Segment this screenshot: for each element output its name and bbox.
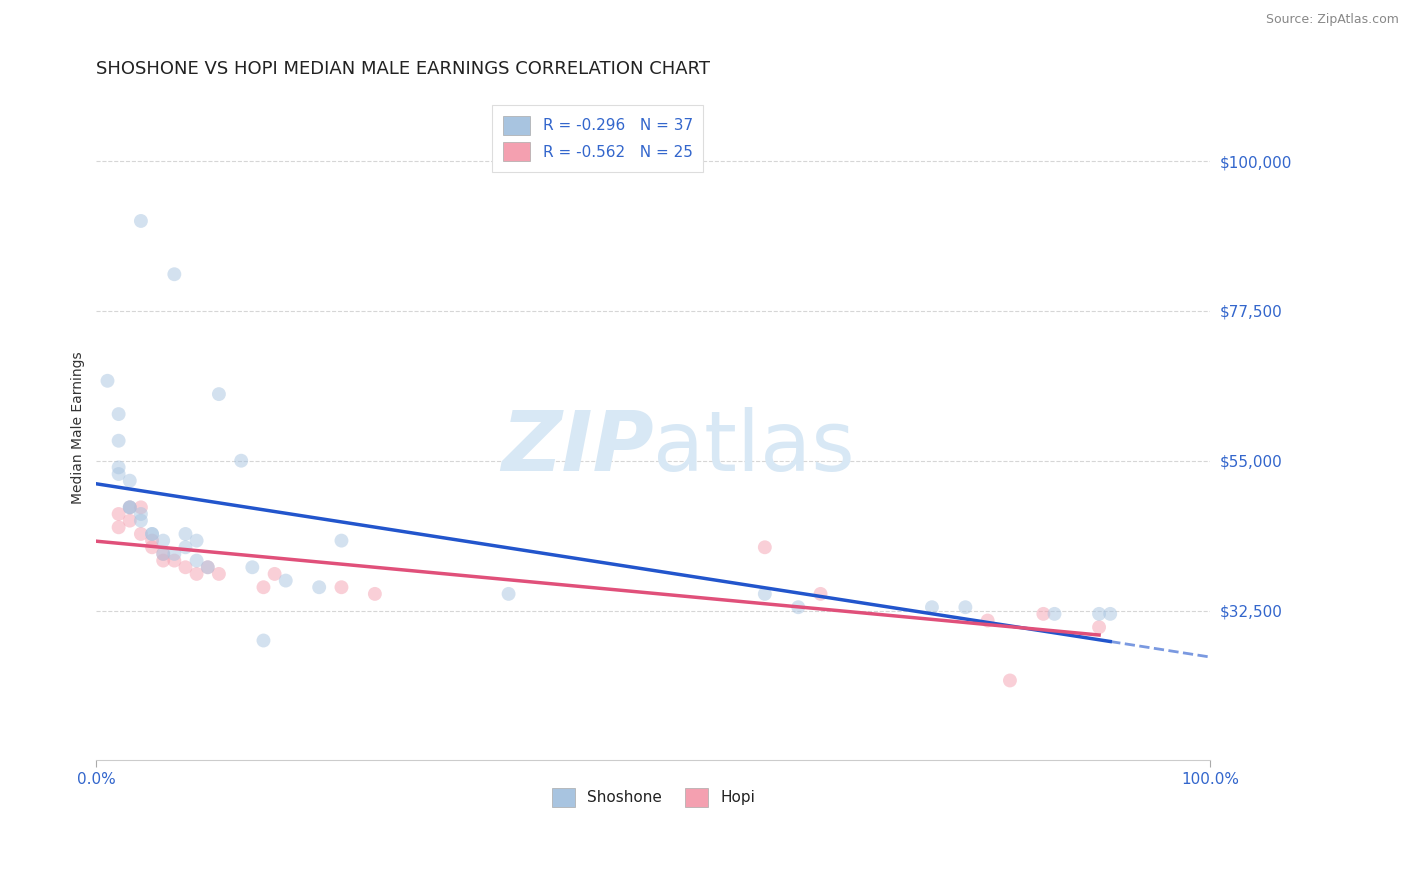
Point [754,587,776,601]
Point [107,407,129,421]
Point [129,214,152,228]
Point [1032,607,1054,621]
Point [129,500,152,515]
Point [152,553,174,567]
Point [955,600,977,615]
Point [129,527,152,541]
Y-axis label: Median Male Earnings: Median Male Earnings [72,351,86,504]
Legend: Shoshone, Hopi: Shoshone, Hopi [546,781,761,813]
Point [152,547,174,561]
Text: ZIP: ZIP [501,407,654,488]
Point [186,533,208,548]
Point [197,560,219,574]
Point [308,580,330,594]
Point [810,587,832,601]
Point [186,553,208,567]
Point [141,533,163,548]
Text: Source: ZipAtlas.com: Source: ZipAtlas.com [1265,13,1399,27]
Point [118,474,141,488]
Point [498,587,520,601]
Point [231,453,253,467]
Point [998,673,1021,688]
Point [263,566,285,581]
Point [141,527,163,541]
Point [364,587,387,601]
Point [330,580,353,594]
Point [174,541,197,555]
Point [152,533,174,548]
Point [141,541,163,555]
Point [1088,607,1111,621]
Text: atlas: atlas [654,407,855,488]
Point [107,520,129,534]
Point [921,600,943,615]
Point [787,600,810,615]
Point [118,500,141,515]
Point [129,507,152,521]
Point [118,500,141,515]
Point [118,514,141,528]
Point [252,580,274,594]
Point [107,467,129,481]
Text: SHOSHONE VS HOPI MEDIAN MALE EARNINGS CORRELATION CHART: SHOSHONE VS HOPI MEDIAN MALE EARNINGS CO… [97,60,710,78]
Point [252,633,274,648]
Point [107,434,129,448]
Point [96,374,118,388]
Point [129,514,152,528]
Point [1043,607,1066,621]
Point [330,533,353,548]
Point [1099,607,1122,621]
Point [152,547,174,561]
Point [197,560,219,574]
Point [240,560,263,574]
Point [107,507,129,521]
Point [186,566,208,581]
Point [174,527,197,541]
Point [118,500,141,515]
Point [208,387,231,401]
Point [976,614,998,628]
Point [163,553,186,567]
Point [163,267,186,281]
Point [141,527,163,541]
Point [274,574,297,588]
Point [174,560,197,574]
Point [107,460,129,475]
Point [1088,620,1111,634]
Point [208,566,231,581]
Point [163,547,186,561]
Point [754,541,776,555]
